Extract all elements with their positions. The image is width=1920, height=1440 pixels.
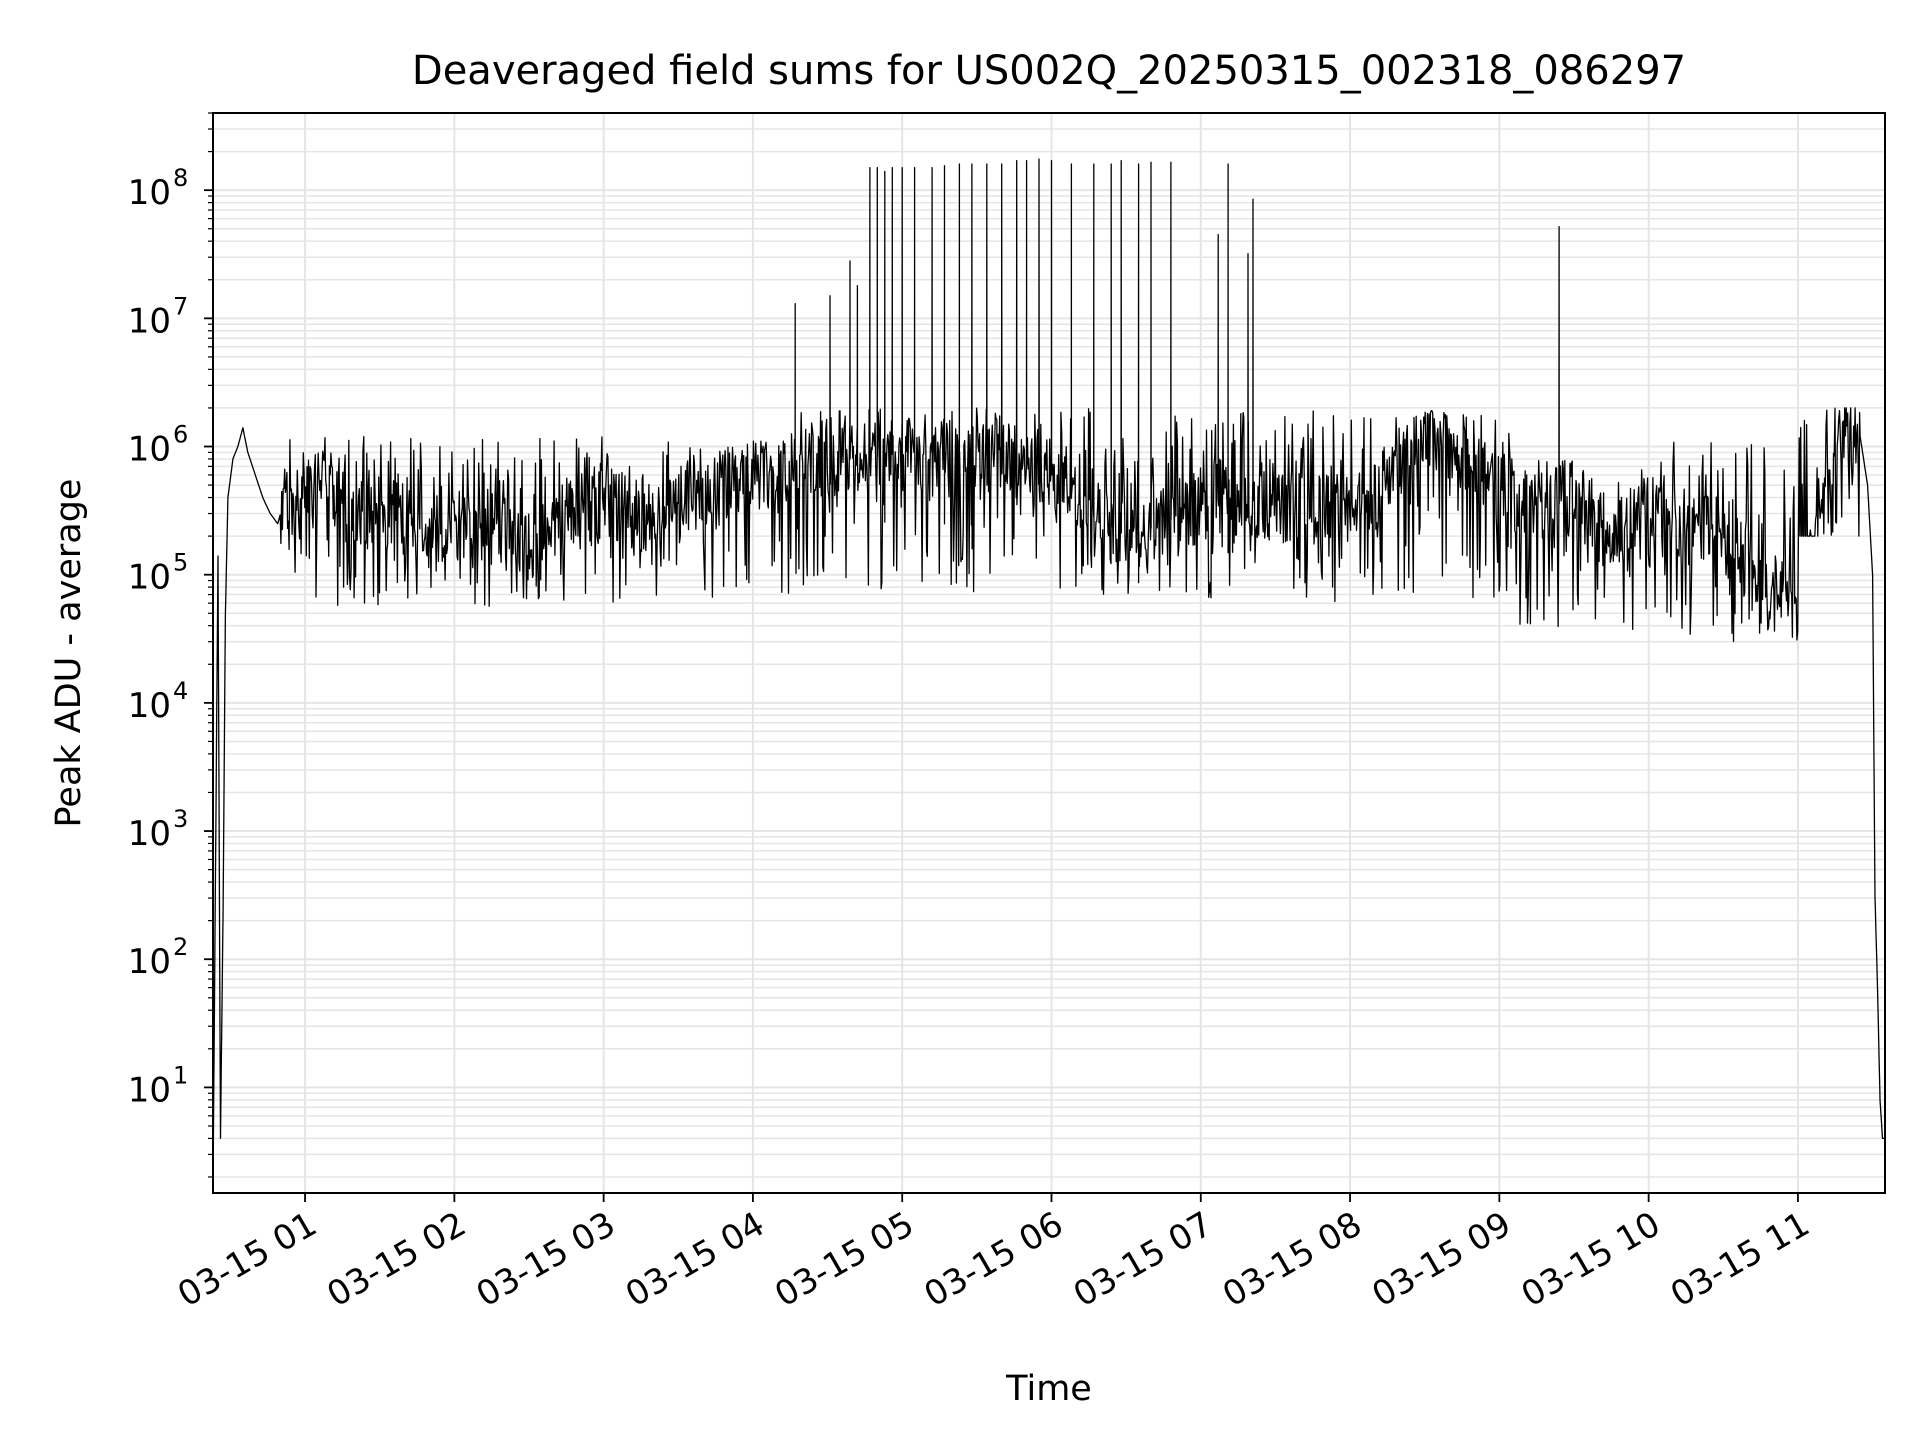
- plot-frame: [212, 112, 1886, 1194]
- y-tick-label: 10: [128, 942, 171, 982]
- series-layer: [212, 158, 1885, 1194]
- y-tick-label: 10: [128, 558, 171, 598]
- series-line-peak-adu: [212, 158, 1885, 1194]
- y-tick-exponent: 1: [173, 1061, 188, 1089]
- y-tick-label: 10: [128, 430, 171, 470]
- y-tick-exponent: 7: [173, 292, 188, 320]
- y-tick-label: 10: [128, 1070, 171, 1110]
- y-tick-label: 10: [128, 814, 171, 854]
- y-tick-label: 10: [128, 173, 171, 213]
- chart-title: Deaveraged field sums for US002Q_2025031…: [412, 48, 1686, 94]
- y-tick-exponent: 2: [173, 933, 188, 961]
- x-axis-label: Time: [1005, 1369, 1092, 1409]
- y-tick-exponent: 6: [173, 421, 188, 449]
- y-tick-exponent: 5: [173, 549, 188, 577]
- y-tick-label: 10: [128, 301, 171, 341]
- grid: [213, 112, 1885, 1193]
- y-axis-label: Peak ADU - average: [49, 479, 89, 828]
- y-tick-exponent: 8: [173, 164, 188, 192]
- y-tick-exponent: 4: [173, 677, 188, 705]
- y-tick-exponent: 3: [173, 805, 188, 833]
- y-tick-label: 10: [128, 686, 171, 726]
